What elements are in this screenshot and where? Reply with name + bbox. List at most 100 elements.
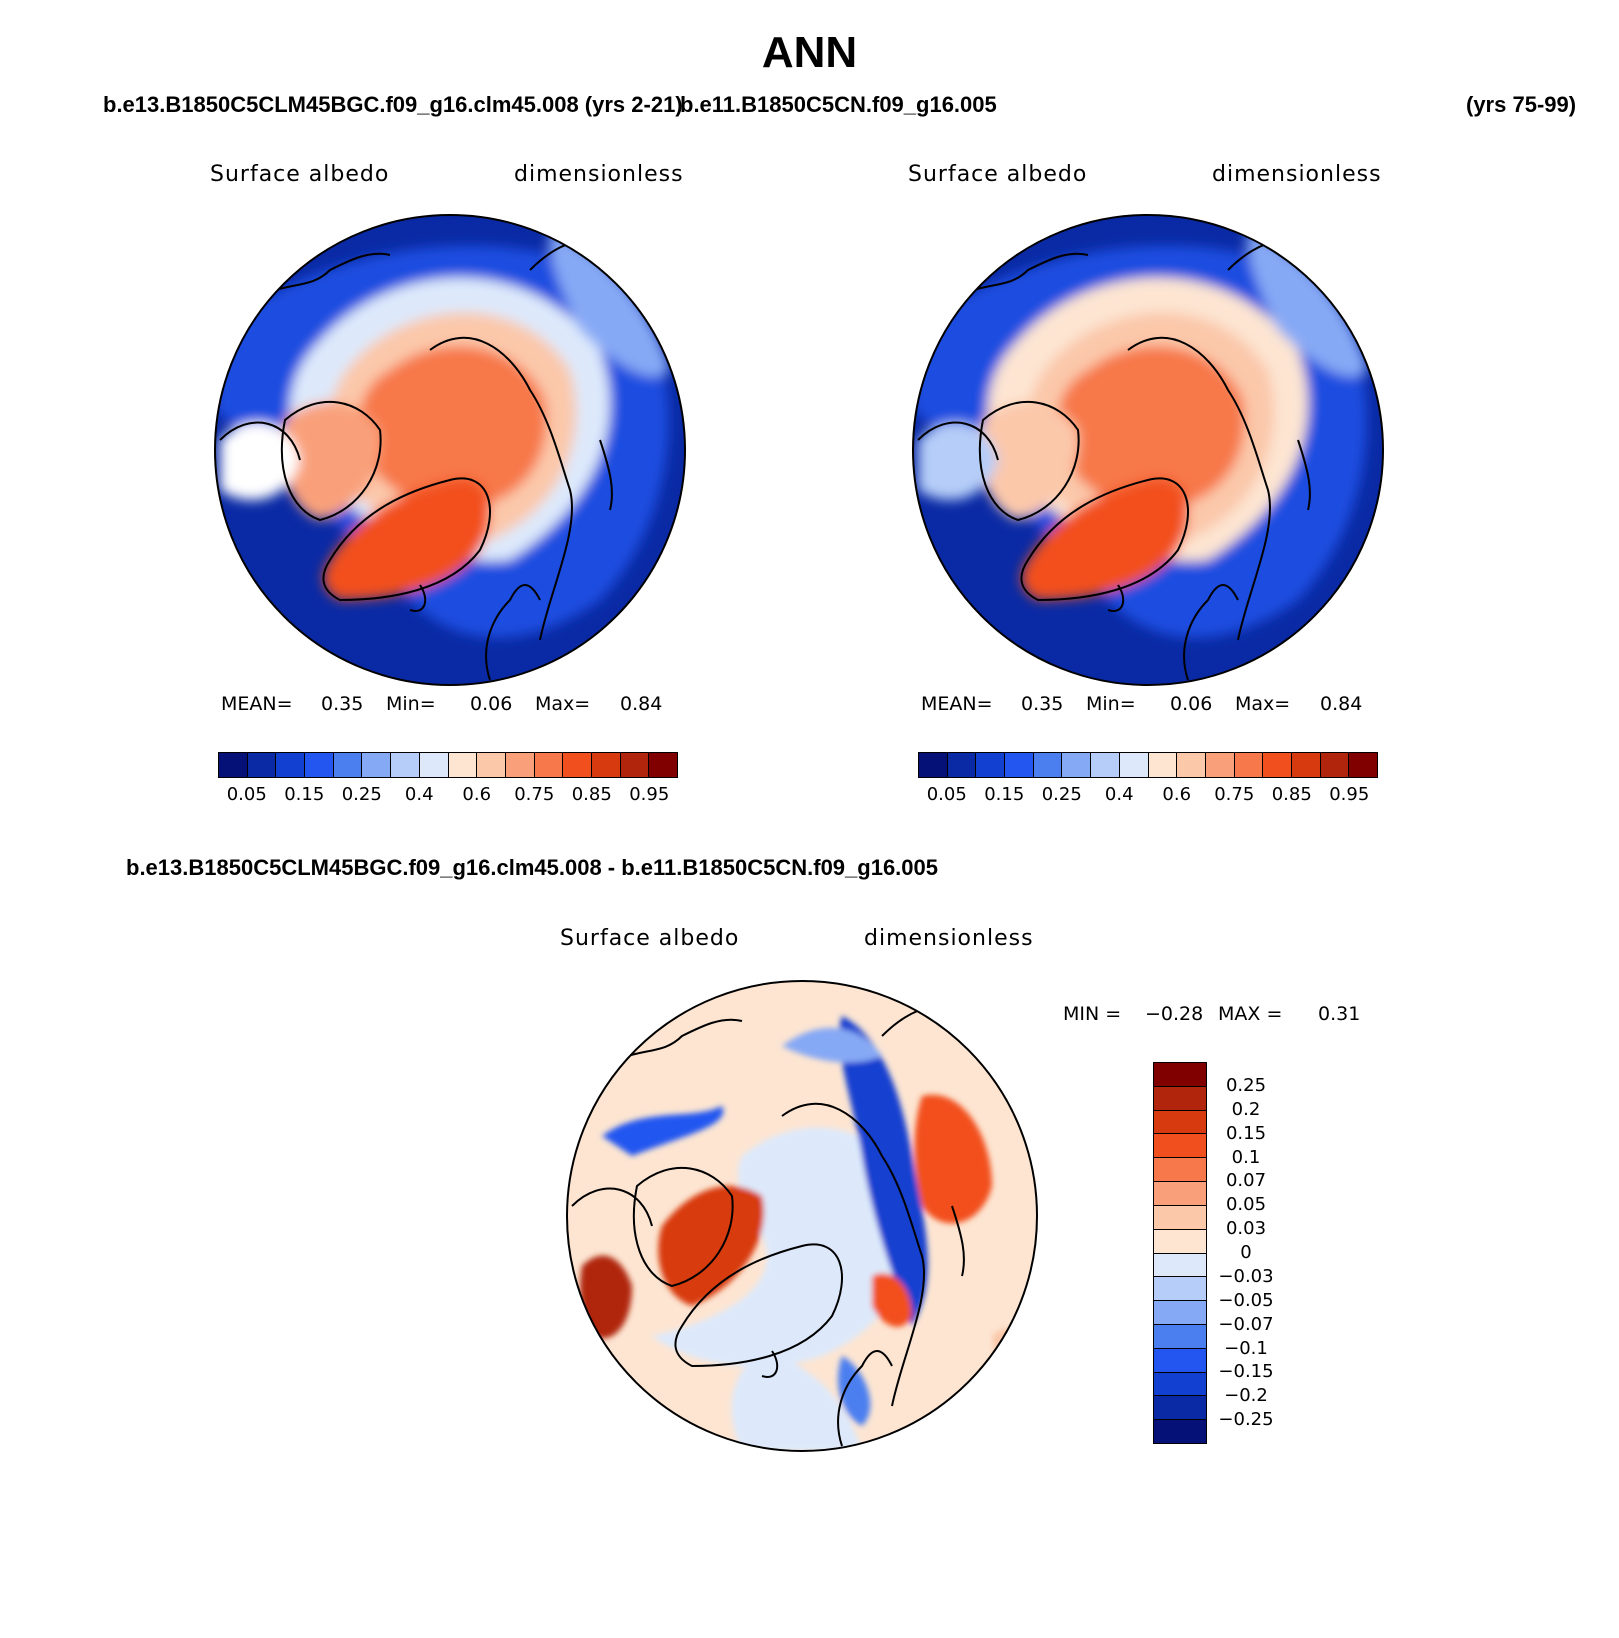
colorbar-swatch <box>1154 1182 1206 1206</box>
colorbar-tick-label: 0 <box>1240 1242 1252 1263</box>
colorbar-swatch <box>919 753 948 777</box>
panel1-alaska <box>220 422 300 500</box>
colorbar-swatch <box>1320 753 1350 777</box>
colorbar-swatch <box>591 753 621 777</box>
colorbar-tick-label: 0.15 <box>984 784 1025 805</box>
colorbar-tick-label: −0.07 <box>1218 1313 1274 1335</box>
colorbar-swatch <box>1119 753 1149 777</box>
colorbar-tick-label: 0.95 <box>1329 784 1370 805</box>
panel1-greenland <box>323 478 490 600</box>
colorbar-tick-label: 0.6 <box>1162 784 1192 805</box>
panel3-max-value: 0.31 <box>1318 1003 1361 1025</box>
colorbar-tick-label: 0.15 <box>1225 1122 1267 1144</box>
colorbar-swatch <box>1154 1420 1206 1443</box>
colorbar-swatch <box>1177 753 1206 777</box>
main-title: ANN <box>761 28 858 77</box>
colorbar-tick-label: −0.05 <box>1218 1289 1274 1311</box>
colorbar-tick-label: 0.75 <box>1214 784 1255 805</box>
diff-title: b.e13.B1850C5CLM45BGC.f09_g16.clm45.008 … <box>126 855 939 880</box>
colorbar-swatch <box>219 753 248 777</box>
panel1-mean-value: 0.35 <box>321 693 364 715</box>
colorbar-swatch <box>505 753 535 777</box>
colorbar-tick-label: 0.25 <box>1225 1074 1267 1096</box>
panel1-siberia-pale <box>549 230 670 377</box>
panel3-variable: Surface albedo <box>560 926 740 951</box>
colorbar-swatch <box>1154 1253 1206 1278</box>
panel1-canadian-arch <box>281 401 381 520</box>
case-title-right: b.e11.B1850C5CN.f09_g16.005 <box>680 92 997 117</box>
colorbar-tick-label: −0.15 <box>1218 1361 1274 1383</box>
colorbar-tick-label: −0.03 <box>1218 1265 1274 1287</box>
colorbar-swatch <box>1062 753 1092 777</box>
panel3-min-value: −0.28 <box>1145 1003 1204 1025</box>
colorbar-swatch <box>362 753 392 777</box>
colorbar-tick-label: 0.4 <box>404 784 434 805</box>
colorbar-tick-label: 0.03 <box>1225 1218 1267 1240</box>
colorbar-swatch <box>333 753 363 777</box>
colorbar-tick-label: 0.25 <box>341 784 382 805</box>
colorbar-swatch <box>1154 1348 1206 1373</box>
panel3-units: dimensionless <box>864 926 1034 951</box>
colorbar-tick-label: 0.25 <box>1041 784 1082 805</box>
colorbar-swatch <box>419 753 449 777</box>
colorbar-swatch <box>247 753 277 777</box>
colorbar-swatch <box>1154 1205 1206 1230</box>
colorbar-swatch <box>976 753 1006 777</box>
panel2-mean-value: 0.35 <box>1021 693 1064 715</box>
colorbar-swatch <box>1154 1134 1206 1159</box>
colorbar-swatch <box>947 753 977 777</box>
colorbar-swatch <box>1205 753 1235 777</box>
colorbar-swatch <box>563 753 592 777</box>
panel1-mean-label: MEAN= <box>221 693 293 715</box>
colorbar-tick-label: 0.85 <box>1271 784 1312 805</box>
panel2-map <box>912 214 1384 686</box>
panel3-colorbar <box>1153 1062 1207 1444</box>
colorbar-swatch <box>1154 1301 1206 1325</box>
colorbar-swatch <box>477 753 506 777</box>
colorbar-swatch <box>1005 753 1034 777</box>
panel1-max-value: 0.84 <box>620 693 663 715</box>
colorbar-swatch <box>1154 1396 1206 1421</box>
panel3-map <box>566 980 1038 1452</box>
case-years-right: (yrs 75-99) <box>1466 92 1577 117</box>
panel1-min-label: Min= <box>386 693 436 715</box>
panel2-variable: Surface albedo <box>908 162 1088 187</box>
colorbar-swatch <box>1154 1372 1206 1397</box>
colorbar-tick-label: 0.05 <box>226 784 267 805</box>
colorbar-tick-label: −0.25 <box>1218 1409 1274 1431</box>
case-title-left: b.e13.B1850C5CLM45BGC.f09_g16.clm45.008 … <box>103 92 683 117</box>
colorbar-swatch <box>1154 1063 1206 1087</box>
colorbar-swatch <box>448 753 478 777</box>
colorbar-swatch <box>1154 1158 1206 1183</box>
panel1-max-label: Max= <box>535 693 591 715</box>
colorbar-swatch <box>1349 753 1377 777</box>
panel1-units: dimensionless <box>514 162 684 187</box>
colorbar-swatch <box>1154 1229 1206 1254</box>
colorbar-tick-label: 0.05 <box>1225 1194 1267 1216</box>
panel3-min-label: MIN = <box>1063 1003 1122 1025</box>
colorbar-swatch <box>391 753 420 777</box>
colorbar-swatch <box>276 753 306 777</box>
panel2-max-value: 0.84 <box>1320 693 1363 715</box>
colorbar-swatch <box>1033 753 1063 777</box>
panel1-arctic-core <box>358 346 547 510</box>
colorbar-swatch <box>1091 753 1120 777</box>
colorbar-swatch <box>1234 753 1264 777</box>
colorbar-tick-label: 0.2 <box>1231 1098 1261 1120</box>
panel2-min-value: 0.06 <box>1170 693 1213 715</box>
panel2-colorbar <box>918 752 1378 778</box>
panel1-min-value: 0.06 <box>470 693 513 715</box>
colorbar-tick-label: −0.1 <box>1224 1337 1268 1359</box>
panel2-units: dimensionless <box>1212 162 1382 187</box>
panel2-mean-label: MEAN= <box>921 693 993 715</box>
colorbar-swatch <box>649 753 677 777</box>
panel1-variable: Surface albedo <box>210 162 390 187</box>
colorbar-swatch <box>620 753 650 777</box>
colorbar-swatch <box>1154 1110 1206 1135</box>
colorbar-swatch <box>305 753 334 777</box>
colorbar-swatch <box>1263 753 1292 777</box>
colorbar-swatch <box>1154 1324 1206 1349</box>
colorbar-swatch <box>534 753 564 777</box>
colorbar-swatch <box>1154 1277 1206 1302</box>
colorbar-tick-label: 0.07 <box>1225 1170 1267 1192</box>
